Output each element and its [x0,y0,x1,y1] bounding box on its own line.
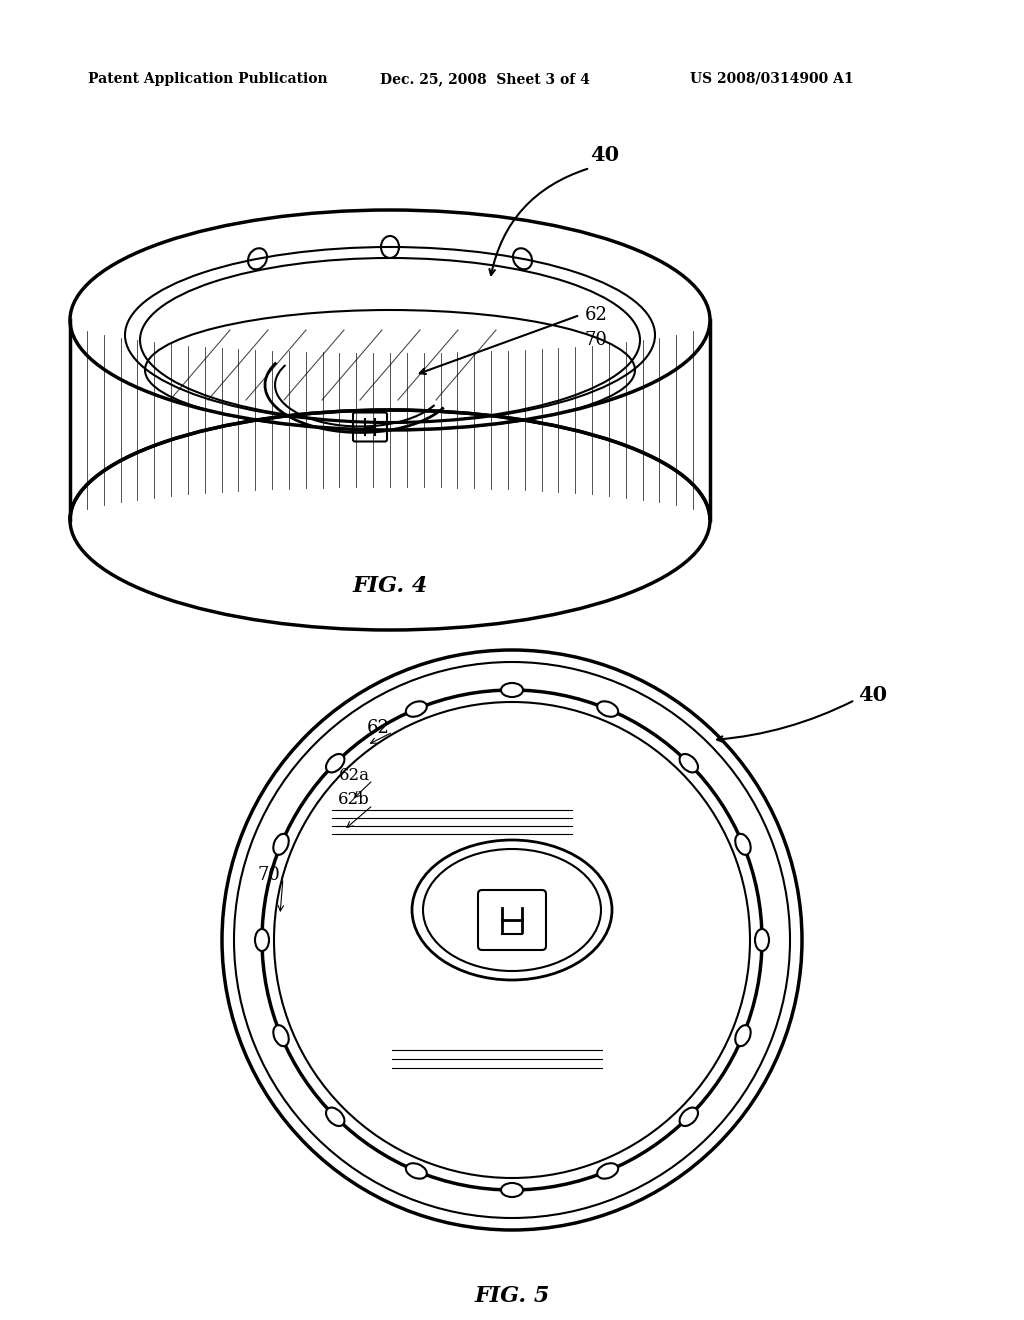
Text: 62b: 62b [338,792,370,808]
Ellipse shape [501,682,523,697]
Ellipse shape [255,929,269,950]
Ellipse shape [273,1026,289,1047]
Ellipse shape [735,1026,751,1047]
Ellipse shape [326,754,344,772]
Ellipse shape [680,1107,698,1126]
Text: 62: 62 [368,719,390,737]
Text: Dec. 25, 2008  Sheet 3 of 4: Dec. 25, 2008 Sheet 3 of 4 [380,73,590,86]
Text: US 2008/0314900 A1: US 2008/0314900 A1 [690,73,854,86]
Ellipse shape [326,1107,344,1126]
Text: Patent Application Publication: Patent Application Publication [88,73,328,86]
Text: FIG. 4: FIG. 4 [352,576,428,597]
Ellipse shape [680,754,698,772]
Ellipse shape [735,834,751,855]
Ellipse shape [406,701,427,717]
Ellipse shape [273,834,289,855]
Text: 62: 62 [585,306,608,323]
Ellipse shape [501,1183,523,1197]
Text: 70: 70 [257,866,280,884]
Ellipse shape [406,1163,427,1179]
Ellipse shape [597,1163,618,1179]
Text: FIG. 5: FIG. 5 [474,1284,550,1307]
Text: 40: 40 [858,685,887,705]
Ellipse shape [755,929,769,950]
Text: 40: 40 [590,145,620,165]
Ellipse shape [597,701,618,717]
Text: 70: 70 [585,331,608,348]
Text: 62a: 62a [339,767,370,784]
